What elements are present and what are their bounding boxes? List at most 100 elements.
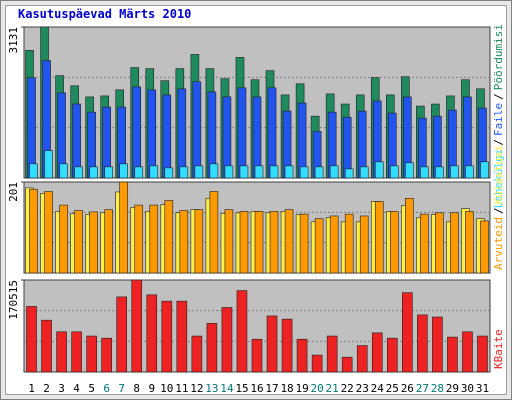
x-tick-label: 2 bbox=[43, 382, 50, 395]
bar bbox=[104, 166, 113, 179]
bar bbox=[89, 211, 98, 274]
bar bbox=[56, 331, 67, 373]
bar bbox=[146, 294, 158, 373]
bar bbox=[131, 279, 143, 373]
bar bbox=[224, 165, 234, 179]
bar bbox=[465, 165, 474, 179]
bar bbox=[239, 165, 249, 179]
bar bbox=[254, 165, 264, 179]
bar bbox=[269, 211, 279, 274]
x-tick-label: 25 bbox=[386, 382, 399, 395]
x-tick-label: 1 bbox=[28, 382, 35, 395]
y-tick-label: 3131 bbox=[7, 27, 20, 54]
x-tick-label: 14 bbox=[220, 382, 234, 395]
x-tick-label: 20 bbox=[311, 382, 324, 395]
x-tick-label: 30 bbox=[461, 382, 474, 395]
legend-entry: Pöördumisi bbox=[492, 24, 505, 90]
y-tick-label: 201 bbox=[7, 182, 20, 202]
bar bbox=[74, 210, 83, 274]
x-tick-label: 7 bbox=[118, 382, 125, 395]
bar bbox=[405, 197, 414, 274]
bar bbox=[119, 181, 129, 274]
bar bbox=[462, 331, 473, 373]
bar bbox=[284, 209, 294, 274]
bar bbox=[329, 165, 339, 179]
x-tick-label: 6 bbox=[103, 382, 110, 395]
bar bbox=[450, 212, 459, 274]
bar bbox=[192, 81, 202, 179]
bar bbox=[435, 212, 444, 274]
bar bbox=[41, 319, 52, 373]
x-tick-label: 16 bbox=[250, 382, 263, 395]
bar bbox=[314, 166, 324, 179]
legend-entry: Faile bbox=[492, 103, 505, 136]
bar bbox=[164, 200, 174, 274]
x-tick-label: 5 bbox=[88, 382, 95, 395]
legend-entry: Külastusi bbox=[492, 145, 505, 205]
bar bbox=[420, 213, 429, 274]
bar bbox=[239, 211, 249, 274]
bar bbox=[356, 345, 368, 373]
bar bbox=[480, 220, 489, 274]
bar bbox=[26, 306, 37, 373]
bar bbox=[284, 165, 294, 179]
bar bbox=[374, 161, 384, 179]
bar bbox=[269, 165, 279, 179]
bar bbox=[71, 331, 82, 373]
bar bbox=[116, 296, 128, 373]
bar bbox=[59, 163, 68, 179]
bar bbox=[179, 210, 189, 274]
bar bbox=[251, 338, 263, 373]
legend-entry: Arvuteid bbox=[492, 217, 505, 270]
bar bbox=[134, 204, 144, 274]
x-tick-label: 22 bbox=[341, 382, 354, 395]
x-tick-label: 21 bbox=[326, 382, 339, 395]
bar bbox=[177, 88, 187, 179]
bar bbox=[179, 166, 189, 179]
bar bbox=[74, 166, 83, 179]
x-tick-label: 23 bbox=[356, 382, 369, 395]
bar bbox=[480, 161, 489, 179]
bar bbox=[359, 166, 369, 179]
bar bbox=[132, 86, 142, 179]
legend: Arvuteid / Külastusi bbox=[492, 145, 505, 270]
bar bbox=[477, 335, 488, 373]
x-tick-label: 24 bbox=[371, 382, 385, 395]
bar bbox=[237, 87, 247, 179]
bar bbox=[29, 188, 38, 274]
bar bbox=[405, 162, 414, 179]
bar bbox=[344, 168, 354, 179]
bar bbox=[314, 218, 324, 274]
legend-separator: / bbox=[492, 139, 505, 146]
bar bbox=[221, 307, 233, 373]
x-tick-label: 19 bbox=[295, 382, 308, 395]
bar bbox=[432, 316, 443, 373]
bar bbox=[236, 290, 248, 373]
bar bbox=[104, 209, 113, 274]
bar bbox=[191, 335, 203, 373]
x-tick-label: 4 bbox=[73, 382, 80, 395]
bar bbox=[206, 323, 218, 373]
x-tick-label: 29 bbox=[446, 382, 459, 395]
x-tick-label: 28 bbox=[431, 382, 444, 395]
bar bbox=[389, 211, 399, 274]
bar bbox=[450, 165, 459, 179]
x-tick-label: 17 bbox=[265, 382, 278, 395]
legend-separator: / bbox=[492, 93, 505, 100]
x-tick-label: 9 bbox=[148, 382, 155, 395]
bar bbox=[326, 335, 338, 373]
bar bbox=[359, 215, 369, 274]
x-tick-label: 3 bbox=[58, 382, 65, 395]
bar bbox=[420, 166, 429, 179]
x-tick-label: 12 bbox=[190, 382, 203, 395]
bar bbox=[119, 163, 129, 179]
bar bbox=[281, 318, 293, 373]
bar bbox=[44, 191, 53, 274]
bar bbox=[161, 300, 173, 373]
bar bbox=[147, 89, 157, 179]
bar bbox=[59, 204, 68, 274]
x-tick-label: 26 bbox=[401, 382, 414, 395]
x-tick-label: 31 bbox=[476, 382, 489, 395]
bar bbox=[329, 215, 339, 274]
